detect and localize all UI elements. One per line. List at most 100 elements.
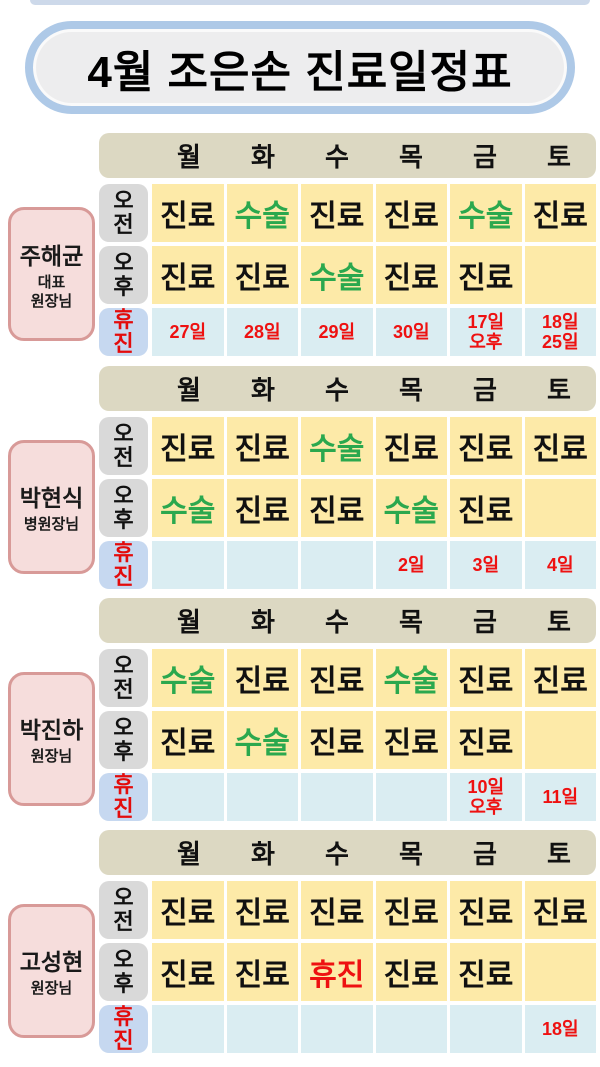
- day-label: 월: [177, 839, 201, 869]
- schedule-cell: 진료: [152, 943, 224, 1001]
- day-label: 화: [251, 607, 275, 637]
- day-label: 토: [547, 607, 571, 637]
- row-label-text: 오전: [113, 653, 134, 702]
- row-label-off: 휴진: [99, 773, 148, 821]
- row-label-text: 휴진: [113, 772, 134, 821]
- row-am: 오전 진료 수술 진료 진료 수술 진료: [99, 184, 596, 242]
- day-label: 토: [547, 142, 571, 172]
- row-label-am: 오전: [99, 184, 148, 242]
- page-title: 4월 조은손 진료일정표: [87, 47, 513, 97]
- doctor-name: 박진하: [19, 717, 84, 744]
- row-label-text: 오후: [113, 715, 134, 764]
- schedule-cell: 11일: [524, 773, 596, 821]
- day-label: 금: [473, 375, 497, 405]
- row-off: 휴진 2일 3일 4일: [99, 541, 596, 589]
- schedule-cell: 진료: [450, 943, 522, 1001]
- schedule-cell: 진료: [375, 417, 447, 475]
- schedule-cell: 진료: [524, 184, 596, 242]
- schedule-cell: 진료: [226, 246, 298, 304]
- row-label-text: 휴진: [113, 540, 134, 589]
- schedule-cell: 진료: [301, 881, 373, 939]
- schedule-cell: 27일: [152, 308, 224, 356]
- row-label-am: 오전: [99, 881, 148, 939]
- doctor-section: 박진하 원장님 월 화 수 목 금 토 오전 수술 진료 진료 수술 진료 진료 오후 진료 수술 진료 진료 진료 휴진…: [0, 598, 600, 821]
- schedule-cell: 수술: [226, 711, 298, 769]
- schedule-cell: 18일 25일: [524, 308, 596, 356]
- day-label: 목: [399, 142, 423, 172]
- row-pm: 오후 진료 진료 수술 진료 진료: [99, 246, 596, 304]
- row-label-text: 휴진: [113, 1004, 134, 1053]
- schedule-cell: 수술: [375, 479, 447, 537]
- day-label: 금: [473, 142, 497, 172]
- top-edge-decoration: [30, 0, 590, 5]
- schedule-cell: [301, 773, 373, 821]
- day-label: 월: [177, 375, 201, 405]
- schedule-cell: [301, 541, 373, 589]
- schedule-cell: 28일: [226, 308, 298, 356]
- schedule-cell: 진료: [226, 479, 298, 537]
- schedule-cell: 진료: [226, 943, 298, 1001]
- schedule-cell: 진료: [375, 711, 447, 769]
- schedule-cell: 진료: [524, 649, 596, 707]
- schedule-cell: 수술: [152, 479, 224, 537]
- row-label-text: 휴진: [113, 307, 134, 356]
- schedule-cell: 10일 오후: [450, 773, 522, 821]
- day-label: 수: [325, 607, 349, 637]
- row-label-pm: 오후: [99, 943, 148, 1001]
- cells: 10일 오후 11일: [152, 773, 596, 821]
- schedule-cell: 진료: [450, 881, 522, 939]
- schedule-cell: 수술: [301, 417, 373, 475]
- schedule-cell: [375, 1005, 447, 1053]
- day-label: 월: [177, 142, 201, 172]
- schedule-cell: 진료: [301, 184, 373, 242]
- schedule-cell: 진료: [301, 649, 373, 707]
- schedule-cell: 진료: [152, 881, 224, 939]
- doctor-section: 박현식 병원장님 월 화 수 목 금 토 오전 진료 진료 수술 진료 진료 진료 오후 수술 진료 진료 수술 진료 휴…: [0, 366, 600, 589]
- schedule-cell: [301, 1005, 373, 1053]
- doctor-section: 주해균 대표 원장님 월 화 수 목 금 토 오전 진료 수술 진료 진료 수술 진료 오후 진료 진료 수술 진료 진…: [0, 133, 600, 356]
- doctor-name: 고성현: [19, 949, 84, 976]
- row-am: 오전 진료 진료 수술 진료 진료 진료: [99, 417, 596, 475]
- cells: 진료 수술 진료 진료 수술 진료: [152, 184, 596, 242]
- row-label-text: 오전: [113, 188, 134, 237]
- schedule-cell: 진료: [226, 881, 298, 939]
- row-label-off: 휴진: [99, 1005, 148, 1053]
- row-label-pm: 오후: [99, 246, 148, 304]
- row-label-off: 휴진: [99, 541, 148, 589]
- doctor-title: 원장님: [30, 748, 73, 766]
- schedule-cell: 진료: [450, 649, 522, 707]
- schedule-cell: 진료: [524, 881, 596, 939]
- schedule-cell: 수술: [450, 184, 522, 242]
- cells: 진료 진료 휴진 진료 진료: [152, 943, 596, 1001]
- day-label: 수: [325, 839, 349, 869]
- row-am: 오전 수술 진료 진료 수술 진료 진료: [99, 649, 596, 707]
- schedule-cell: 3일: [450, 541, 522, 589]
- doctor-section: 고성현 원장님 월 화 수 목 금 토 오전 진료 진료 진료 진료 진료 진료 오후 진료 진료 휴진 진료 진료 휴진…: [0, 830, 600, 1053]
- schedule-cell: 진료: [301, 479, 373, 537]
- schedule-cell: [524, 711, 596, 769]
- cells: 진료 진료 진료 진료 진료 진료: [152, 881, 596, 939]
- day-label: 월: [177, 607, 201, 637]
- day-label: 수: [325, 375, 349, 405]
- schedule-cell: [152, 1005, 224, 1053]
- doctor-card: 고성현 원장님: [8, 904, 95, 1038]
- row-am: 오전 진료 진료 진료 진료 진료 진료: [99, 881, 596, 939]
- day-label: 토: [547, 375, 571, 405]
- schedule-cell: 4일: [524, 541, 596, 589]
- schedule-cell: 진료: [375, 943, 447, 1001]
- schedule-cell: [524, 479, 596, 537]
- schedule-cell: 진료: [375, 246, 447, 304]
- doctor-title: 병원장님: [23, 516, 80, 534]
- schedule-cell: 2일: [375, 541, 447, 589]
- cells: 진료 수술 진료 진료 진료: [152, 711, 596, 769]
- cells: 18일: [152, 1005, 596, 1053]
- schedule-cell: 진료: [450, 246, 522, 304]
- schedule-cell: [226, 541, 298, 589]
- day-label: 금: [473, 607, 497, 637]
- schedule-cell: 29일: [301, 308, 373, 356]
- schedule-cell: 진료: [152, 246, 224, 304]
- schedule-cell: 수술: [301, 246, 373, 304]
